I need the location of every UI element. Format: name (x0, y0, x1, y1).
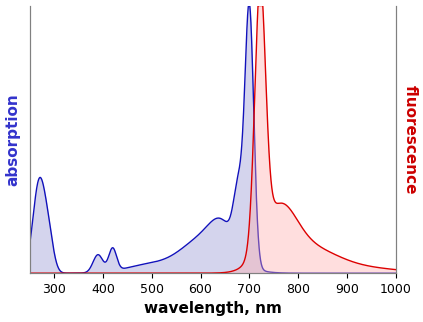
Y-axis label: absorption: absorption (5, 93, 21, 186)
X-axis label: wavelength, nm: wavelength, nm (144, 301, 282, 317)
Y-axis label: fluorescence: fluorescence (402, 85, 418, 194)
